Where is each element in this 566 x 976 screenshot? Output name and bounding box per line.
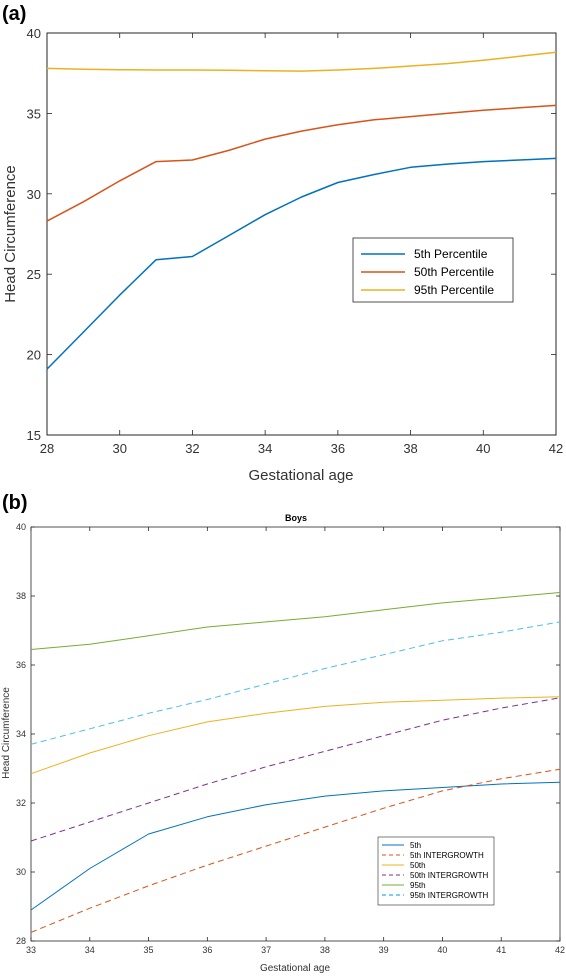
series-line-95th-intergrowth xyxy=(30,621,561,745)
x-tick-label: 42 xyxy=(549,441,563,456)
x-tick-label: 42 xyxy=(555,945,565,955)
y-tick-label: 28 xyxy=(16,936,26,946)
legend-label-5th-intergrowth: 5th INTERGROWTH xyxy=(410,851,484,860)
legend-label-95th: 95th xyxy=(410,881,426,890)
y-tick-label: 40 xyxy=(16,522,26,532)
x-tick-label: 38 xyxy=(403,441,417,456)
y-tick-label: 32 xyxy=(16,798,26,808)
x-tick-label: 32 xyxy=(185,441,199,456)
series-line-5th-intergrowth xyxy=(30,768,561,933)
x-tick-label: 30 xyxy=(112,441,126,456)
legend-a: 5th Percentile 50th Percentile 95th Perc… xyxy=(352,237,514,303)
legend-box-b xyxy=(377,836,495,906)
y-axis-label-a: Head Circumference xyxy=(2,165,19,303)
series-line-50th-percentile xyxy=(46,104,557,222)
x-tick-label: 37 xyxy=(261,945,271,955)
legend-label-50th-percentile: 50th Percentile xyxy=(414,265,494,279)
chart-b: Boys 33 34 35 36 37 38 39 40 41 4228303234363840 … xyxy=(1,513,565,974)
x-tick-label: 28 xyxy=(40,441,54,456)
x-axis-label-a: Gestational age xyxy=(248,467,353,484)
chart-a: 28 30 32 34 36 38 40 42 15 20 25 30 35 40 Gestational… xyxy=(2,26,563,484)
series-lines-b xyxy=(30,592,561,933)
legend-label-5th-percentile: 5th Percentile xyxy=(414,247,488,261)
ticks-a: 28 30 32 34 36 38 40 42 15 20 25 30 35 40 xyxy=(27,26,564,456)
panel-label-b: (b) xyxy=(2,492,28,514)
x-tick-label: 38 xyxy=(320,945,330,955)
legend-label-95th-intergrowth: 95th INTERGROWTH xyxy=(410,891,488,900)
x-tick-label: 34 xyxy=(85,945,95,955)
legend-b: 5th 5th INTERGROWTH 50th 50th INTERGROWT… xyxy=(377,836,495,906)
y-tick-label: 30 xyxy=(27,187,41,202)
x-tick-label: 36 xyxy=(202,945,212,955)
x-tick-label: 35 xyxy=(144,945,154,955)
plot-area-a xyxy=(46,32,557,436)
chart-title-b: Boys xyxy=(285,513,307,523)
y-tick-label: 36 xyxy=(16,660,26,670)
legend-label-95th-percentile: 95th Percentile xyxy=(414,283,494,297)
series-line-5th xyxy=(30,781,561,911)
series-lines-a xyxy=(46,51,557,370)
series-line-50th xyxy=(30,696,561,775)
legend-box-a xyxy=(352,237,514,303)
x-tick-label: 36 xyxy=(331,441,345,456)
x-tick-label: 34 xyxy=(258,441,272,456)
series-line-50th-intergrowth xyxy=(30,697,561,842)
x-tick-label: 40 xyxy=(476,441,490,456)
x-tick-label: 40 xyxy=(437,945,447,955)
x-tick-label: 33 xyxy=(26,945,36,955)
y-tick-label: 34 xyxy=(16,729,26,739)
x-tick-label: 39 xyxy=(379,945,389,955)
y-axis-label-b: Head Circumference xyxy=(1,687,12,779)
legend-label-5th: 5th xyxy=(410,841,421,850)
legend-label-50th-intergrowth: 50th INTERGROWTH xyxy=(410,871,488,880)
y-tick-label: 35 xyxy=(27,106,41,121)
legend-label-50th: 50th xyxy=(410,861,426,870)
series-line-5th-percentile xyxy=(46,157,557,370)
y-tick-label: 15 xyxy=(27,428,41,443)
y-tick-label: 25 xyxy=(27,267,41,282)
series-line-95th-percentile xyxy=(46,51,557,72)
y-tick-label: 30 xyxy=(16,867,26,877)
series-line-95th xyxy=(30,592,561,650)
panel-label-a: (a) xyxy=(2,3,26,25)
y-tick-label: 20 xyxy=(27,348,41,363)
y-tick-label: 38 xyxy=(16,591,26,601)
ticks-b: 33 34 35 36 37 38 39 40 41 42 28 30 32 34 36 38 40 xyxy=(16,522,565,955)
x-tick-label: 41 xyxy=(496,945,506,955)
y-tick-label: 40 xyxy=(27,26,41,41)
x-axis-label-b: Gestational age xyxy=(260,963,330,974)
